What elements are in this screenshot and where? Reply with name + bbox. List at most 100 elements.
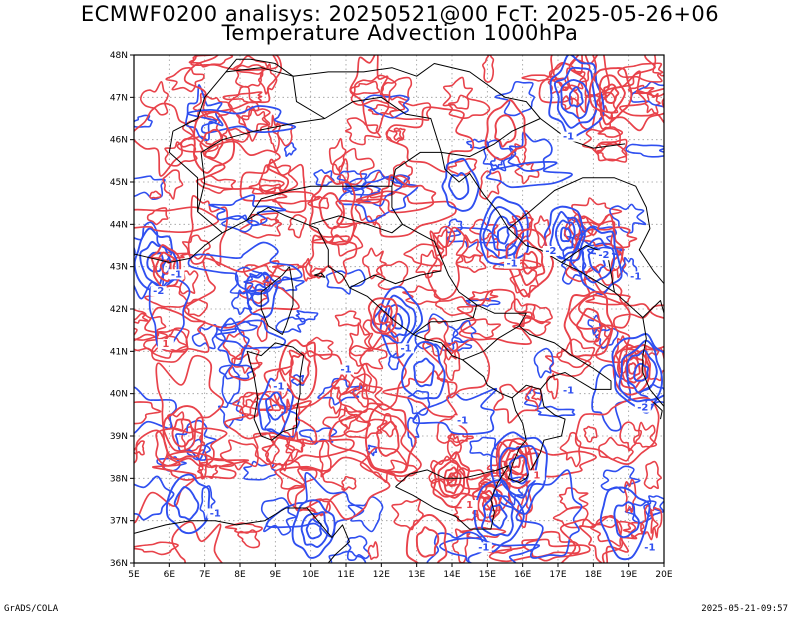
positive-advection-contour <box>261 435 355 466</box>
positive-advection-contour <box>382 370 458 418</box>
positive-advection-contour <box>389 100 432 121</box>
negative-advection-contour <box>216 320 258 332</box>
coastline-sicily <box>395 465 509 530</box>
negative-advection-center <box>498 444 539 499</box>
positive-advection-contour <box>239 284 269 304</box>
positive-advection-contour <box>481 55 495 83</box>
contour-label: 1 <box>162 339 169 350</box>
positive-advection-center <box>563 290 614 358</box>
negative-advection-center <box>291 499 336 559</box>
negative-advection-contour <box>600 465 641 494</box>
contour-labels: -2 -1 -2 -1 -2 -1 -1 -1 -1 -1 -2 -1 -1 -1 -1 -1 1 1 1 <box>150 131 658 553</box>
coastline-algeria-coast <box>134 520 265 534</box>
positive-advection-contour <box>367 541 379 561</box>
lat-tick-label: 47N <box>110 93 128 103</box>
positive-advection-contour <box>355 174 437 214</box>
positive-advection-center <box>199 128 224 160</box>
positive-advection-contour <box>415 249 442 279</box>
positive-advection-contour <box>538 55 608 113</box>
negative-advection-center <box>581 237 616 284</box>
positive-advection-center <box>372 303 393 333</box>
positive-advection-contour <box>447 433 474 444</box>
negative-advection-contour <box>134 475 175 521</box>
lon-tick-label: 14E <box>443 570 460 580</box>
positive-advection-contour <box>459 526 507 539</box>
positive-advection-center <box>494 114 517 148</box>
positive-advection-contour <box>144 285 188 308</box>
negative-advection-center <box>482 206 525 260</box>
negative-advection-contour <box>482 139 513 172</box>
positive-advection-contour <box>285 431 304 461</box>
positive-advection-contour <box>259 217 280 227</box>
contour-label: 1 <box>466 500 473 511</box>
contour-label-bg <box>207 508 224 519</box>
positive-advection-contour <box>427 226 469 301</box>
negative-advection-center <box>599 486 651 561</box>
contour-label-bg <box>338 364 354 375</box>
positive-advection-contour <box>386 106 475 173</box>
positive-advection-contour <box>509 261 539 298</box>
negative-advection-center <box>568 86 584 108</box>
negative-advection-center <box>613 501 640 539</box>
lon-tick-label: 5E <box>128 570 140 580</box>
negative-advection-contour <box>214 319 287 350</box>
positive-advection-contour <box>190 55 279 71</box>
positive-advection-center <box>308 174 356 246</box>
contour-label: -1 <box>273 381 284 392</box>
positive-advection-contour <box>183 55 283 113</box>
contour-label-bg <box>595 250 612 261</box>
positive-advection-contour <box>311 235 350 244</box>
negative-advection-contour <box>148 278 191 350</box>
positive-advection-center <box>481 496 494 511</box>
coastline-italy-regions-5 <box>462 325 520 361</box>
coastline-italy-regions-3 <box>349 270 442 289</box>
positive-advection-contour <box>192 92 233 121</box>
positive-advection-contour <box>430 469 498 500</box>
lat-tick-label: 45N <box>110 178 128 188</box>
positive-advection-contour <box>162 169 184 200</box>
positive-advection-contour <box>442 76 473 110</box>
lat-tick-label: 46N <box>110 136 128 146</box>
negative-advection-contour <box>643 495 664 517</box>
negative-advection-contour <box>217 317 250 366</box>
contour-label: -1 <box>563 132 574 143</box>
positive-advection-center <box>505 448 526 476</box>
positive-advection-contour <box>348 344 388 370</box>
contour-label: -1 <box>210 508 221 519</box>
negative-advection-center <box>384 303 411 338</box>
positive-advection-contour <box>436 228 448 259</box>
positive-advection-contour <box>493 383 539 424</box>
positive-advection-contour <box>613 304 664 350</box>
negative-advection-center <box>251 283 270 308</box>
lon-tick-label: 7E <box>199 570 211 580</box>
contour-label-bg <box>634 402 651 413</box>
negative-advection-center <box>611 333 664 414</box>
positive-advection-contour <box>512 316 551 337</box>
positive-advection-contour <box>279 456 391 520</box>
negative-advection-center <box>554 219 576 252</box>
coastline-balkan-coast <box>440 152 664 407</box>
lat-tick-label: 38N <box>110 474 128 484</box>
positive-advection-contour <box>455 254 487 273</box>
contour-label: -1 <box>563 386 574 397</box>
coastline-balkan-border-2 <box>441 118 626 158</box>
positive-advection-contour <box>195 175 236 194</box>
coastline-italy-regions-1 <box>246 185 392 221</box>
positive-advection-contour <box>350 80 381 96</box>
positive-advection-contour <box>598 436 634 462</box>
coastline-balkan-border-3 <box>561 245 615 293</box>
contour-label: -1 <box>644 542 655 553</box>
negative-advection-contour <box>625 143 664 158</box>
negative-advection-center <box>560 79 591 120</box>
positive-advection-contour <box>503 447 597 478</box>
contour-label: -1 <box>630 271 641 282</box>
negative-advection-contour <box>208 194 287 227</box>
positive-advection-contour <box>643 460 662 490</box>
positive-advection-contour <box>617 62 664 83</box>
positive-advection-contour <box>139 81 169 116</box>
negative-advection-contour <box>591 364 632 432</box>
positive-advection-contour <box>460 318 502 339</box>
negative-advection-contour <box>469 436 500 459</box>
positive-advection-center <box>162 405 204 461</box>
positive-advection-center <box>278 339 318 401</box>
